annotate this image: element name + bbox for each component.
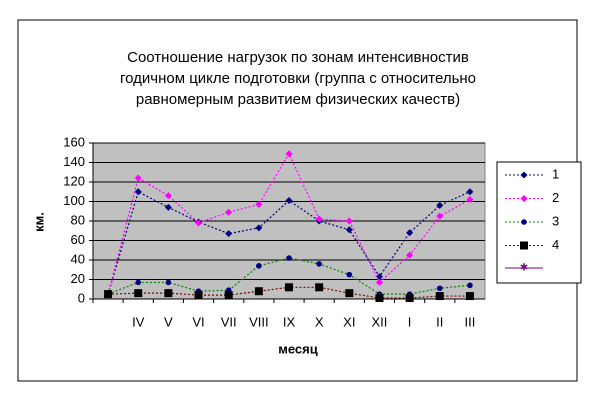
legend-marker: ✱ <box>520 263 528 274</box>
y-tick-label: 140 <box>63 154 85 169</box>
data-point <box>521 219 527 225</box>
chart-title: годичном цикле подготовки (группа с отно… <box>120 70 476 87</box>
x-tick-label: I <box>408 314 412 329</box>
data-point <box>254 287 263 296</box>
legend-label: 1 <box>552 166 559 181</box>
data-point <box>285 150 293 158</box>
y-tick-label: 40 <box>71 251 85 266</box>
x-tick-label: XII <box>372 314 388 329</box>
data-point <box>316 261 322 267</box>
data-point <box>135 279 142 286</box>
data-point <box>255 224 263 232</box>
data-point <box>225 230 233 238</box>
x-tick-label: IX <box>283 314 296 329</box>
data-point <box>406 229 414 237</box>
x-axis-label: месяц <box>278 341 317 356</box>
data-point <box>165 279 172 286</box>
y-tick-label: 100 <box>63 193 85 208</box>
data-point <box>195 219 203 227</box>
data-point <box>134 289 143 298</box>
y-axis-label: км. <box>31 212 46 232</box>
data-point <box>315 215 323 223</box>
y-tick-label: 20 <box>71 271 85 286</box>
legend-label: 2 <box>552 190 559 205</box>
data-point <box>345 217 353 225</box>
data-point <box>164 203 172 211</box>
data-point <box>465 292 474 301</box>
legend-label: 3 <box>552 213 559 228</box>
x-tick-label: IV <box>132 314 145 329</box>
data-point <box>194 291 203 300</box>
data-point <box>375 294 384 303</box>
y-tick-label: 80 <box>71 212 85 227</box>
data-point <box>375 278 383 286</box>
x-tick-label: VII <box>221 314 237 329</box>
data-point <box>436 201 444 209</box>
data-point <box>285 283 293 292</box>
x-tick-label: V <box>164 314 173 329</box>
x-tick-label: X <box>315 314 324 329</box>
x-tick-label: VI <box>192 314 204 329</box>
data-point <box>466 188 474 196</box>
x-tick-label: XI <box>343 314 355 329</box>
data-point <box>520 171 528 179</box>
x-tick-label: III <box>465 314 476 329</box>
data-point <box>104 290 113 299</box>
data-point <box>164 192 172 200</box>
data-point <box>467 282 473 289</box>
data-point <box>436 212 444 220</box>
chart-title: равномерным развитием физических качеств… <box>136 91 460 108</box>
y-tick-label: 120 <box>63 173 85 188</box>
data-point <box>345 226 353 234</box>
legend-label: 4 <box>552 237 559 252</box>
data-point <box>436 285 443 292</box>
data-point <box>285 197 293 205</box>
y-tick-label: 160 <box>63 134 85 149</box>
chart-title: Соотношение нагрузок по зонам интенсивно… <box>127 49 469 66</box>
data-point <box>315 283 324 292</box>
data-point <box>164 289 173 298</box>
y-tick-label: 0 <box>78 290 85 305</box>
data-point <box>286 255 292 261</box>
x-tick-label: II <box>436 314 443 329</box>
x-tick-label: VIII <box>249 314 269 329</box>
y-tick-label: 60 <box>71 232 85 247</box>
data-point <box>520 241 528 250</box>
data-point <box>520 195 528 202</box>
data-point <box>224 291 233 300</box>
data-point <box>466 196 474 204</box>
data-point <box>134 174 142 182</box>
data-point <box>375 273 383 281</box>
data-point <box>406 251 414 259</box>
data-point <box>256 263 262 269</box>
data-point <box>345 289 354 298</box>
data-point <box>255 200 263 208</box>
data-point <box>405 294 414 303</box>
data-point <box>134 188 142 196</box>
data-point <box>435 292 444 301</box>
data-point <box>225 208 233 216</box>
data-point <box>346 271 353 278</box>
